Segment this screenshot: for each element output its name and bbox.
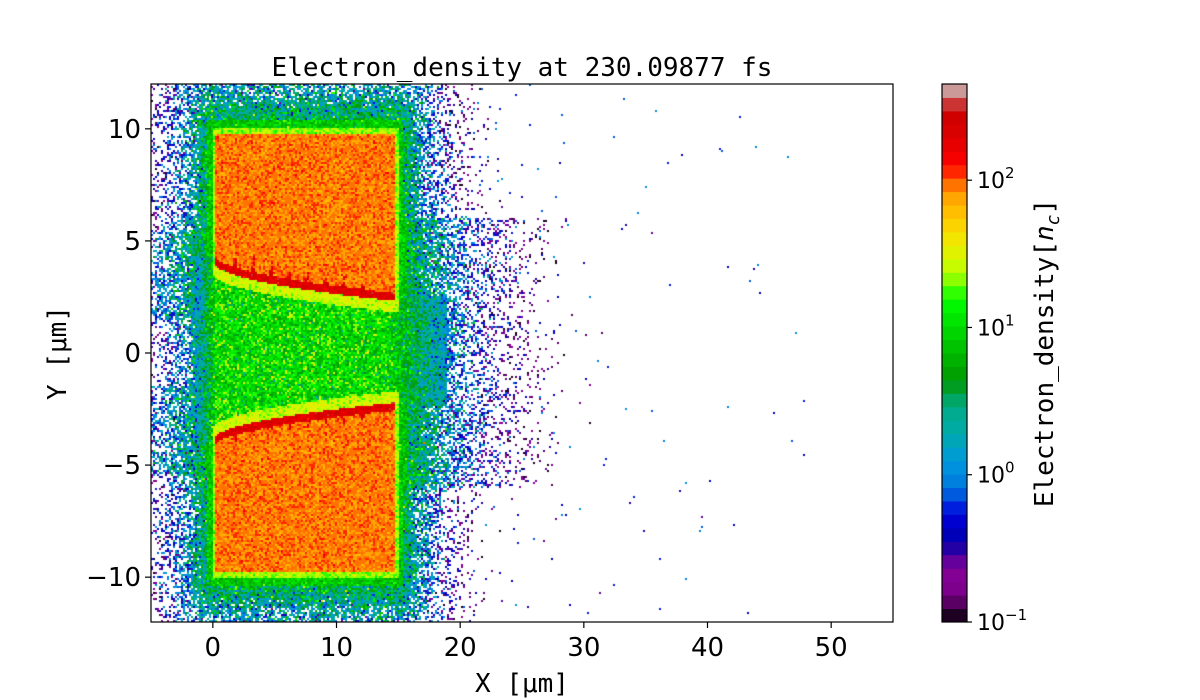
colorbar-level bbox=[942, 299, 967, 314]
colorbar-level bbox=[942, 353, 967, 367]
colorbar-level bbox=[942, 595, 967, 610]
colorbar-level bbox=[942, 447, 967, 462]
colorbar-level bbox=[942, 393, 967, 408]
colorbar-level bbox=[942, 218, 967, 233]
colorbar-level bbox=[942, 420, 967, 435]
colorbar-level bbox=[942, 124, 967, 139]
colorbar-level bbox=[942, 151, 967, 166]
x-tick-label: 0 bbox=[205, 633, 222, 663]
colorbar-tick-label: 100 bbox=[977, 459, 1015, 489]
colorbar-level bbox=[942, 554, 967, 569]
colorbar-level bbox=[942, 527, 967, 542]
colorbar-level bbox=[942, 366, 967, 381]
y-tick-label: 10 bbox=[108, 115, 141, 145]
colorbar: 10−1 100 101 102 bbox=[941, 83, 1027, 636]
colorbar-tick-label: 101 bbox=[977, 311, 1015, 341]
colorbar-level bbox=[942, 487, 967, 502]
x-tick-label: 50 bbox=[815, 633, 848, 663]
colorbar-level bbox=[942, 110, 967, 125]
x-axis-label: X [μm] bbox=[475, 669, 569, 699]
colorbar-level bbox=[942, 379, 967, 394]
colorbar-level bbox=[942, 178, 967, 193]
colorbar-level bbox=[942, 312, 967, 327]
x-tick-label: 10 bbox=[320, 633, 353, 663]
colorbar-level bbox=[942, 474, 967, 488]
colorbar-level bbox=[942, 568, 967, 583]
colorbar-level bbox=[942, 406, 967, 421]
colorbar-tick-label: 10−1 bbox=[977, 606, 1027, 636]
colorbar-level bbox=[942, 272, 967, 287]
colorbar-label: Electron_density[nc] bbox=[1030, 199, 1064, 507]
plot-frame bbox=[150, 83, 894, 623]
colorbar-level bbox=[942, 514, 967, 529]
colorbar-level bbox=[942, 245, 967, 260]
y-tick-label: 0 bbox=[124, 339, 141, 369]
y-tick-label: 5 bbox=[124, 227, 141, 257]
colorbar-frame bbox=[941, 83, 968, 623]
x-axis: 0 10 20 30 40 50 bbox=[205, 622, 848, 663]
colorbar-level bbox=[942, 433, 967, 448]
colorbar-level bbox=[942, 285, 967, 300]
colorbar-level bbox=[942, 231, 967, 246]
colorbar-level bbox=[942, 164, 967, 179]
y-tick-label: −5 bbox=[103, 451, 141, 481]
density-heatmap bbox=[151, 84, 893, 622]
colorbar-tick-label: 102 bbox=[977, 164, 1015, 194]
colorbar-level bbox=[942, 205, 967, 219]
colorbar-level bbox=[942, 460, 967, 475]
y-axis: −10 −5 0 5 10 bbox=[86, 115, 151, 593]
x-tick-label: 20 bbox=[444, 633, 477, 663]
colorbar-level bbox=[942, 137, 967, 152]
x-tick-label: 40 bbox=[691, 633, 724, 663]
colorbar-level bbox=[942, 97, 967, 112]
colorbar-level bbox=[942, 258, 967, 273]
colorbar-level bbox=[942, 541, 967, 556]
colorbar-level bbox=[942, 608, 967, 623]
y-axis-label: Y [μm] bbox=[43, 306, 73, 400]
x-tick-label: 30 bbox=[567, 633, 600, 663]
colorbar-level bbox=[942, 581, 967, 596]
chart-title: Electron_density at 230.09877 fs bbox=[272, 53, 773, 83]
y-tick-label: −10 bbox=[86, 563, 141, 593]
colorbar-level bbox=[942, 500, 967, 515]
colorbar-level bbox=[942, 191, 967, 206]
colorbar-level bbox=[942, 326, 967, 341]
colorbar-level bbox=[942, 339, 967, 354]
colorbar-level bbox=[942, 84, 967, 98]
